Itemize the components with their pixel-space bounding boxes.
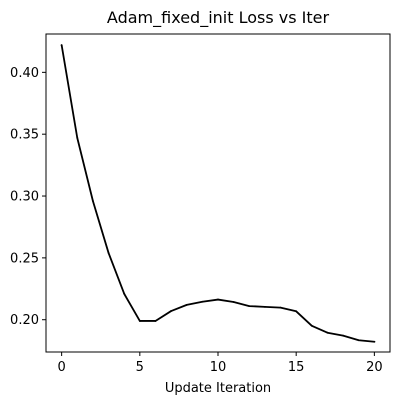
data-point [185, 303, 188, 306]
data-point [60, 44, 63, 47]
data-point [154, 320, 157, 322]
x-axis-label: Update Iteration [165, 381, 271, 396]
data-point [248, 305, 251, 308]
data-point [373, 340, 376, 343]
data-point [170, 310, 172, 312]
y-tick-label: 0.20 [10, 313, 39, 328]
data-point [76, 136, 79, 139]
x-tick-label: 5 [136, 360, 144, 375]
data-point [326, 331, 329, 334]
data-point [310, 324, 313, 327]
x-tick-label: 10 [210, 360, 227, 375]
data-point [357, 339, 360, 342]
y-tick-label: 0.25 [10, 251, 39, 266]
data-point [107, 252, 110, 254]
data-point [138, 320, 141, 322]
data-point [232, 301, 235, 303]
data-point [201, 300, 204, 303]
data-point [123, 292, 126, 295]
y-tick-label: 0.40 [10, 66, 39, 81]
x-tick-label: 20 [366, 360, 383, 375]
x-tick-label: 15 [288, 360, 305, 375]
y-tick-label: 0.35 [10, 128, 39, 143]
data-point [295, 310, 298, 313]
data-point [342, 334, 344, 337]
data-point [92, 200, 94, 202]
data-point [279, 306, 282, 309]
data-point [217, 298, 219, 301]
chart-title: Adam_fixed_init Loss vs Iter [107, 8, 330, 28]
data-point [264, 305, 266, 308]
y-tick-label: 0.30 [10, 190, 39, 205]
x-tick-label: 0 [57, 360, 65, 375]
